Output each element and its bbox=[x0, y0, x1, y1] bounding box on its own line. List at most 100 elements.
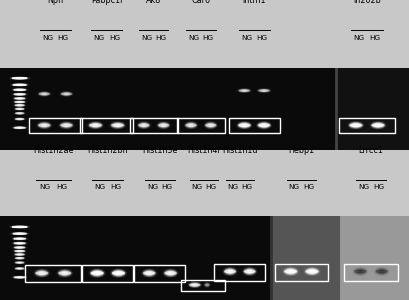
Ellipse shape bbox=[244, 270, 254, 273]
Ellipse shape bbox=[163, 269, 177, 277]
Ellipse shape bbox=[16, 268, 24, 269]
Ellipse shape bbox=[18, 262, 21, 263]
Ellipse shape bbox=[61, 124, 72, 126]
Ellipse shape bbox=[14, 243, 25, 244]
Ellipse shape bbox=[14, 98, 25, 99]
Ellipse shape bbox=[16, 243, 23, 244]
Ellipse shape bbox=[42, 93, 46, 94]
Bar bbox=[0, 216, 270, 300]
Ellipse shape bbox=[62, 123, 71, 127]
Bar bbox=[80, 118, 133, 134]
Ellipse shape bbox=[245, 269, 253, 273]
Ellipse shape bbox=[139, 123, 148, 128]
Text: HG: HG bbox=[108, 35, 119, 41]
Bar bbox=[274, 263, 327, 281]
Ellipse shape bbox=[205, 124, 215, 126]
Ellipse shape bbox=[18, 247, 21, 248]
Ellipse shape bbox=[185, 122, 196, 128]
Text: HG: HG bbox=[369, 35, 380, 41]
Ellipse shape bbox=[15, 277, 24, 278]
Ellipse shape bbox=[380, 271, 382, 272]
Ellipse shape bbox=[96, 272, 98, 274]
Ellipse shape bbox=[14, 247, 25, 248]
Ellipse shape bbox=[16, 258, 23, 259]
Text: NG: NG bbox=[147, 184, 158, 190]
Ellipse shape bbox=[284, 268, 296, 274]
Text: Npff: Npff bbox=[47, 0, 63, 5]
Ellipse shape bbox=[14, 84, 25, 86]
Ellipse shape bbox=[285, 269, 295, 274]
Ellipse shape bbox=[16, 98, 23, 99]
Ellipse shape bbox=[15, 238, 25, 239]
Ellipse shape bbox=[375, 124, 379, 126]
Ellipse shape bbox=[257, 122, 270, 128]
Ellipse shape bbox=[350, 123, 360, 127]
Ellipse shape bbox=[16, 250, 23, 252]
Text: NG: NG bbox=[94, 184, 106, 190]
Bar bbox=[339, 216, 409, 300]
Ellipse shape bbox=[226, 269, 233, 273]
Ellipse shape bbox=[36, 270, 47, 276]
Bar bbox=[25, 265, 81, 282]
Text: Hist1h4f: Hist1h4f bbox=[187, 146, 220, 155]
Ellipse shape bbox=[18, 105, 21, 106]
Ellipse shape bbox=[354, 268, 365, 274]
Ellipse shape bbox=[205, 284, 208, 286]
Ellipse shape bbox=[189, 283, 199, 287]
Ellipse shape bbox=[376, 269, 385, 274]
Ellipse shape bbox=[13, 238, 26, 239]
Ellipse shape bbox=[17, 105, 22, 106]
Ellipse shape bbox=[63, 272, 66, 274]
Ellipse shape bbox=[14, 118, 25, 120]
Bar bbox=[228, 118, 279, 134]
Ellipse shape bbox=[60, 271, 70, 276]
Text: NG: NG bbox=[227, 184, 238, 190]
Ellipse shape bbox=[348, 122, 362, 128]
Text: Hist1h2bh: Hist1h2bh bbox=[87, 146, 128, 155]
Ellipse shape bbox=[17, 108, 22, 110]
Ellipse shape bbox=[259, 89, 268, 92]
Ellipse shape bbox=[110, 122, 125, 129]
Ellipse shape bbox=[13, 276, 27, 278]
Ellipse shape bbox=[349, 123, 361, 128]
Ellipse shape bbox=[304, 268, 319, 275]
Ellipse shape bbox=[16, 268, 23, 269]
Ellipse shape bbox=[16, 101, 24, 103]
Ellipse shape bbox=[13, 94, 26, 95]
Ellipse shape bbox=[16, 226, 23, 227]
Ellipse shape bbox=[90, 123, 100, 127]
Ellipse shape bbox=[357, 270, 362, 273]
Text: NG: NG bbox=[357, 184, 369, 190]
Ellipse shape bbox=[14, 89, 25, 91]
Ellipse shape bbox=[14, 250, 25, 252]
Ellipse shape bbox=[358, 271, 361, 272]
Ellipse shape bbox=[208, 124, 213, 127]
Bar bbox=[270, 216, 339, 300]
Ellipse shape bbox=[246, 270, 252, 273]
Ellipse shape bbox=[262, 90, 265, 91]
Ellipse shape bbox=[13, 93, 27, 95]
Ellipse shape bbox=[12, 78, 27, 79]
Ellipse shape bbox=[18, 233, 21, 234]
Ellipse shape bbox=[206, 123, 214, 127]
Ellipse shape bbox=[38, 271, 46, 275]
Text: HG: HG bbox=[205, 184, 216, 190]
Ellipse shape bbox=[11, 84, 28, 86]
Text: Hist1h3e: Hist1h3e bbox=[142, 146, 177, 155]
Ellipse shape bbox=[18, 277, 22, 278]
Ellipse shape bbox=[224, 268, 235, 275]
Ellipse shape bbox=[112, 124, 123, 126]
Ellipse shape bbox=[192, 284, 196, 286]
Ellipse shape bbox=[41, 93, 47, 95]
Ellipse shape bbox=[162, 124, 164, 126]
Ellipse shape bbox=[18, 113, 21, 114]
Ellipse shape bbox=[13, 98, 26, 99]
Ellipse shape bbox=[148, 272, 150, 274]
Ellipse shape bbox=[261, 124, 266, 127]
Ellipse shape bbox=[16, 113, 24, 114]
Text: Lrrcc1: Lrrcc1 bbox=[358, 146, 382, 155]
Ellipse shape bbox=[43, 124, 45, 126]
Ellipse shape bbox=[15, 243, 24, 244]
Ellipse shape bbox=[238, 89, 249, 92]
Ellipse shape bbox=[95, 272, 99, 274]
